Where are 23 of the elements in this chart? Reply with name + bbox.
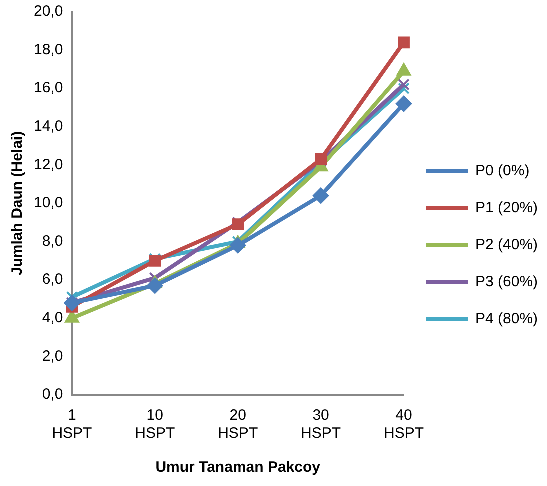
x-tick-label: 1 HSPT xyxy=(52,407,92,442)
x-tick-label: 30 HSPT xyxy=(301,407,342,442)
y-tick-label: 16,0 xyxy=(34,80,64,97)
legend-label: P2 (40%) xyxy=(476,236,538,254)
y-tick-label: 8,0 xyxy=(42,232,64,250)
y-tick-label: 18,0 xyxy=(34,41,64,58)
legend-label: P4 (80%) xyxy=(476,310,538,328)
y-tick-label: 20,0 xyxy=(34,3,64,20)
legend-label: P3 (60%) xyxy=(476,274,538,291)
x-tick-label: 40 HSPT xyxy=(384,407,424,442)
legend-label: P0 (0%) xyxy=(476,162,530,180)
y-tick-label: 6,0 xyxy=(42,271,64,288)
y-tick-label: 0,0 xyxy=(42,386,64,404)
y-axis-title: Jumlah Daun (Helai) xyxy=(9,131,26,276)
y-tick-label: 4,0 xyxy=(42,310,64,327)
legend-label: P1 (20%) xyxy=(476,200,538,217)
y-tick-label: 14,0 xyxy=(34,118,64,136)
y-tick-label: 2,0 xyxy=(42,348,64,365)
x-tick-label: 10 HSPT xyxy=(135,407,176,442)
x-axis-title: Umur Tanaman Pakcoy xyxy=(156,459,322,476)
x-tick-label: 20 HSPT xyxy=(218,407,258,442)
y-tick-label: 12,0 xyxy=(34,156,64,174)
y-tick-label: 10,0 xyxy=(34,194,64,212)
